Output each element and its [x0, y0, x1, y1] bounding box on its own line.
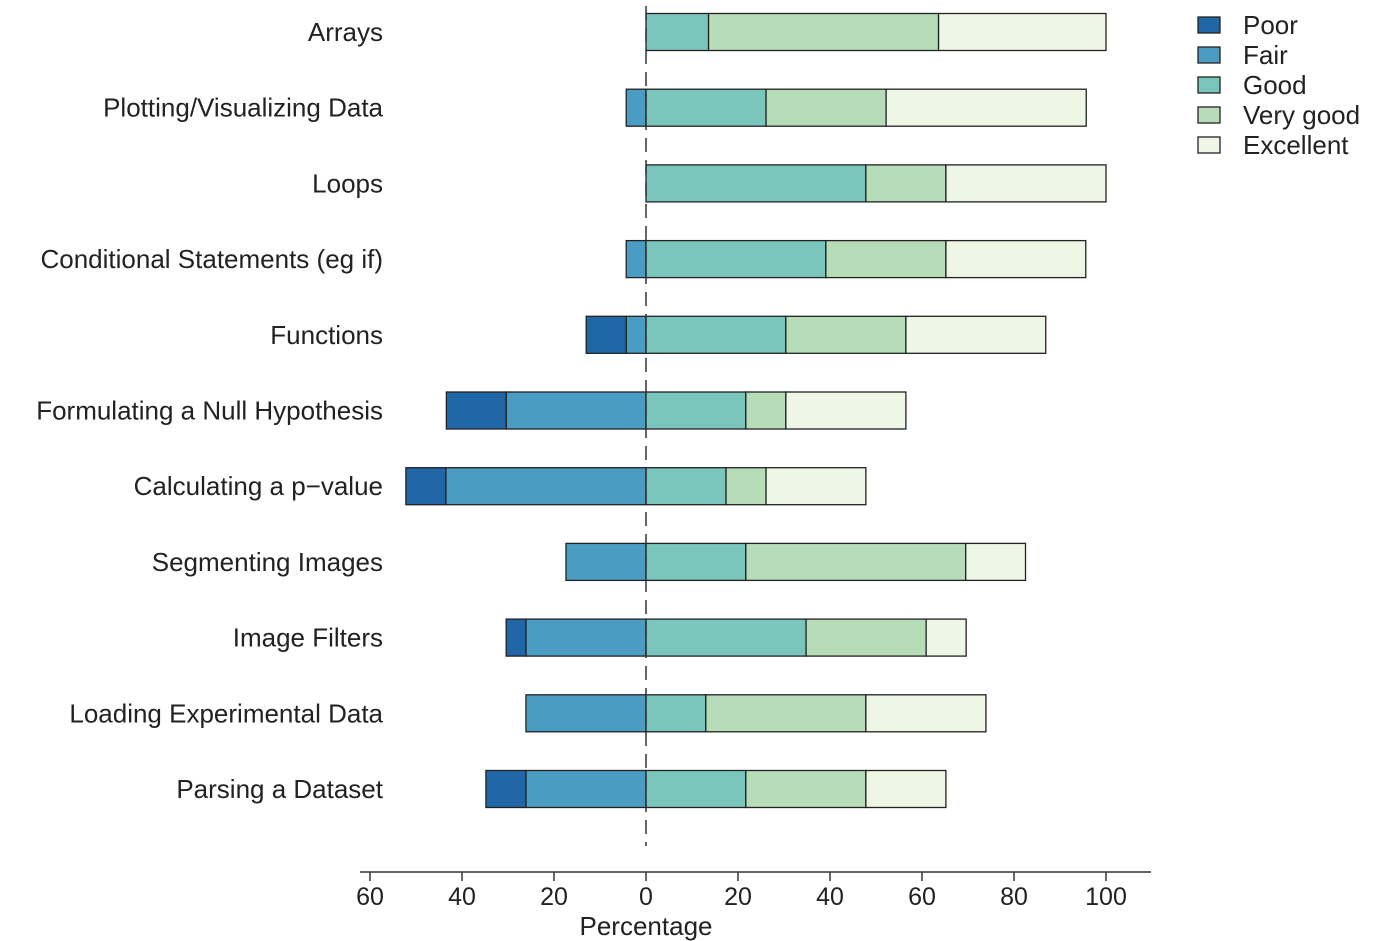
bar-segment-very-good	[865, 164, 947, 203]
bar-segment-very-good	[825, 239, 947, 279]
legend-label: Fair	[1243, 40, 1288, 70]
bar-segment-fair	[525, 769, 647, 809]
bar-segment-poor	[485, 769, 527, 809]
bar-segment-poor	[505, 618, 527, 657]
bars	[405, 12, 1107, 809]
bar-segment-excellent	[937, 12, 1107, 52]
bar-segment-excellent	[885, 88, 1087, 127]
bar-segment-good	[645, 694, 707, 733]
bar-segment-fair	[525, 618, 647, 657]
x-tick-label: 100	[1085, 883, 1127, 911]
bar-segment-poor	[405, 467, 447, 506]
bar-segment-excellent	[865, 694, 987, 733]
bar-segment-fair	[445, 467, 647, 506]
legend-swatch	[1197, 16, 1221, 34]
bar-segment-good	[645, 769, 747, 809]
bar-segment-good	[645, 12, 710, 52]
bar-segment-very-good	[707, 12, 940, 52]
bar-segment-excellent	[865, 769, 947, 809]
bar-segment-excellent	[965, 542, 1027, 582]
bar-segment-very-good	[705, 694, 867, 733]
bar-segment-very-good	[785, 315, 907, 354]
x-tick-label: 20	[724, 883, 752, 911]
x-tick-label: 80	[1000, 883, 1028, 911]
x-tick-label: 40	[816, 883, 844, 911]
category-label: Arrays	[308, 17, 383, 47]
x-tick-label: 0	[639, 883, 653, 911]
bar-segment-fair	[625, 315, 647, 354]
bar-segment-very-good	[725, 467, 767, 506]
bar-segment-good	[645, 542, 747, 582]
bar-segment-very-good	[745, 542, 967, 582]
category-label: Parsing a Dataset	[176, 774, 383, 804]
bar-segment-very-good	[745, 769, 867, 809]
category-label: Conditional Statements (eg if)	[40, 244, 383, 274]
x-axis-title: Percentage	[580, 911, 713, 941]
category-label: Loops	[312, 168, 383, 198]
bar-segment-fair	[625, 88, 647, 127]
bar-segment-poor	[585, 315, 627, 354]
category-label: Image Filters	[233, 623, 383, 653]
legend-label: Poor	[1243, 10, 1298, 40]
bar-segment-fair	[565, 542, 647, 582]
category-label: Calculating a p−value	[134, 471, 383, 501]
x-axis: 60 40 20 0 20 40 60 80 100 Percentage	[356, 871, 1151, 941]
legend-label: Good	[1243, 70, 1307, 100]
bar-segment-excellent	[765, 467, 867, 506]
bar-segment-very-good	[805, 618, 927, 657]
bar-segment-excellent	[945, 164, 1107, 203]
category-label: Loading Experimental Data	[69, 698, 383, 728]
x-tick-label: 60	[356, 883, 384, 911]
bar-segment-good	[645, 315, 787, 354]
bar-segment-excellent	[785, 391, 907, 430]
bar-segment-very-good	[745, 391, 787, 430]
legend-label: Very good	[1243, 100, 1360, 130]
bar-segment-excellent	[945, 239, 1087, 279]
bar-segment-very-good	[765, 88, 887, 127]
x-tick-label: 20	[540, 883, 568, 911]
bar-segment-good	[645, 88, 767, 127]
bar-segment-good	[645, 467, 727, 506]
bar-segment-good	[645, 391, 747, 430]
legend-swatch	[1197, 76, 1221, 94]
category-label: Functions	[270, 320, 383, 350]
legend-label: Excellent	[1243, 130, 1349, 160]
bar-segment-fair	[525, 694, 647, 733]
bar-segment-fair	[625, 239, 647, 279]
category-label: Plotting/Visualizing Data	[103, 93, 383, 123]
x-tick-label: 40	[448, 883, 476, 911]
category-labels: Arrays Plotting/Visualizing Data Loops Cond…	[36, 17, 384, 804]
category-label: Segmenting Images	[152, 547, 383, 577]
bar-segment-good	[645, 164, 867, 203]
bar-segment-poor	[445, 391, 507, 430]
x-axis-ticks: 60 40 20 0 20 40 60 80 100	[356, 872, 1127, 911]
x-tick-label: 60	[908, 883, 936, 911]
bar-segment-fair	[505, 391, 647, 430]
bar-segment-good	[645, 239, 827, 279]
bar-segment-excellent	[925, 618, 967, 657]
legend-swatch	[1197, 106, 1221, 124]
legend-swatch	[1197, 136, 1221, 154]
category-label: Formulating a Null Hypothesis	[36, 396, 383, 426]
legend-swatch	[1197, 46, 1221, 64]
bar-segment-good	[645, 618, 807, 657]
bar-segment-excellent	[905, 315, 1047, 354]
